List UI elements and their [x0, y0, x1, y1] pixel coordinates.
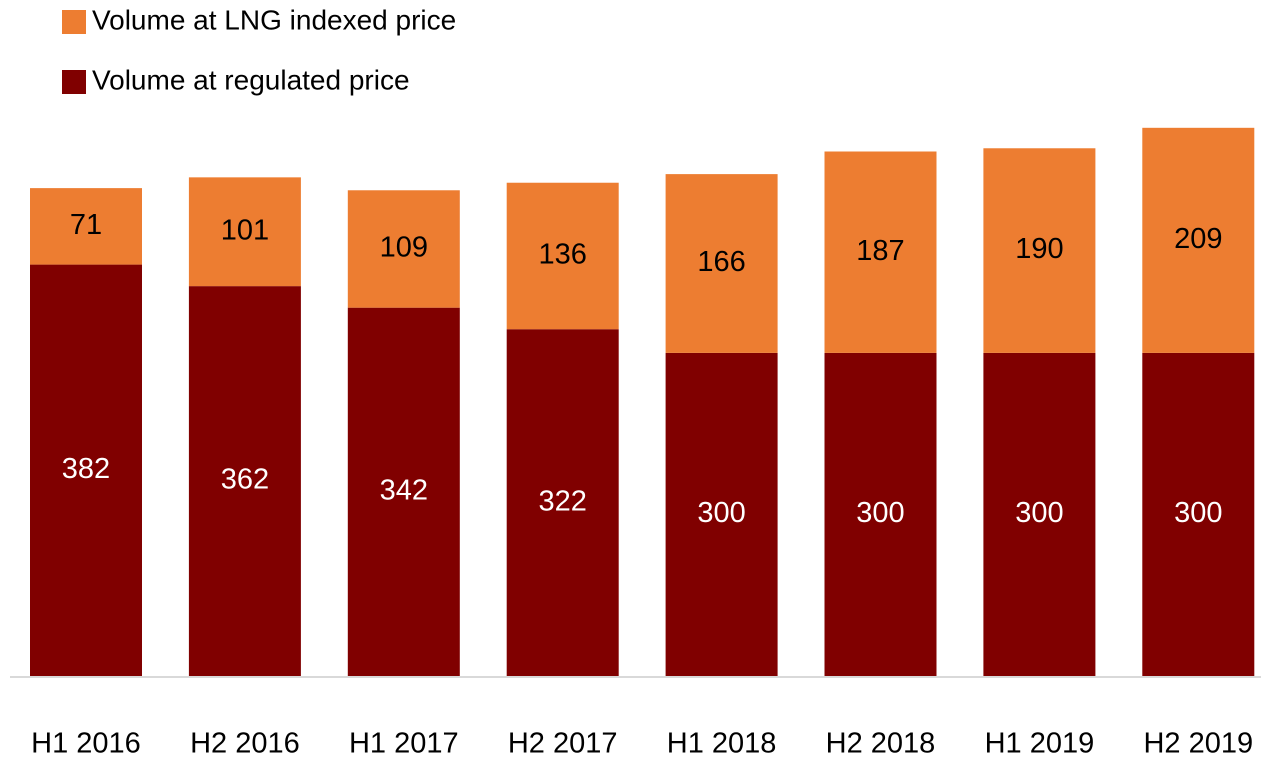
bar-segment — [188, 177, 301, 287]
bar-segment — [1142, 352, 1255, 676]
bar-segment — [347, 307, 460, 676]
bar-segment — [30, 188, 142, 265]
legend-swatch — [62, 70, 86, 94]
data-label: 71 — [70, 209, 102, 241]
x-tick-label: H2 2017 — [508, 728, 618, 759]
data-label: 187 — [856, 235, 904, 267]
x-tick-label: H2 2018 — [826, 728, 936, 759]
bar-segment — [983, 148, 1096, 353]
bar-segment — [665, 174, 778, 353]
data-label: 136 — [539, 239, 587, 271]
bar-segment — [188, 286, 301, 676]
data-label: 190 — [1015, 233, 1063, 265]
data-label: 300 — [1015, 497, 1063, 529]
x-tick-label: H2 2016 — [190, 728, 300, 759]
bar-segment — [824, 151, 937, 353]
bar-segment — [347, 190, 460, 308]
bar-segment — [665, 352, 778, 676]
data-label: 101 — [221, 214, 269, 246]
legend-label: Volume at regulated price — [92, 64, 410, 95]
bar-segment — [30, 264, 142, 676]
legend-swatch — [62, 10, 86, 34]
data-label: 300 — [856, 497, 904, 529]
x-tick-label: H1 2017 — [349, 728, 459, 759]
x-tick-label: H2 2019 — [1143, 728, 1253, 759]
data-label: 362 — [221, 464, 269, 496]
bar-segment — [1142, 127, 1255, 353]
data-label: 342 — [380, 474, 428, 506]
data-label: 300 — [1174, 497, 1222, 529]
data-label: 300 — [697, 497, 745, 529]
bar-segment — [506, 182, 619, 330]
legend-label: Volume at LNG indexed price — [92, 4, 456, 35]
bar-segment — [506, 329, 619, 676]
bar-segment — [983, 352, 1096, 676]
bar-segment — [824, 352, 937, 676]
x-tick-label: H1 2018 — [667, 728, 777, 759]
data-label: 382 — [62, 453, 110, 485]
data-label: 109 — [380, 232, 428, 264]
data-label: 322 — [539, 485, 587, 517]
data-label: 166 — [697, 246, 745, 278]
x-tick-label: H1 2016 — [31, 728, 141, 759]
data-label: 209 — [1174, 223, 1222, 255]
x-tick-label: H1 2019 — [985, 728, 1095, 759]
